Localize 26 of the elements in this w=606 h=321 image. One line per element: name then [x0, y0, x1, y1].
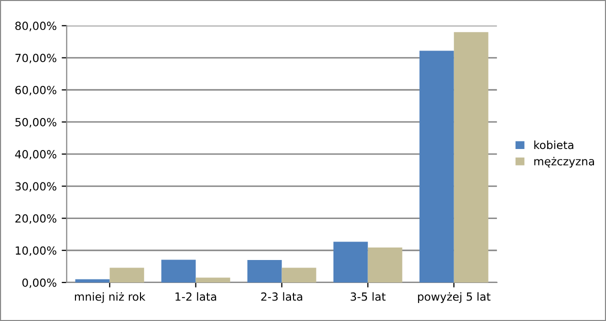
y-tick-label: 80,00%	[15, 22, 56, 32]
bar	[196, 278, 230, 282]
bar	[454, 32, 488, 282]
bar	[75, 279, 110, 282]
bar	[282, 268, 316, 282]
x-tick-label: 2-3 lata	[261, 292, 302, 301]
y-tick-label: 50,00%	[15, 118, 56, 128]
bar	[110, 268, 144, 282]
x-tick-label: 1-2 lata	[176, 292, 216, 301]
y-tick-label: 70,00%	[15, 54, 56, 64]
bar	[247, 260, 282, 282]
y-tick-label: 0,00%	[22, 278, 56, 288]
bar	[368, 247, 402, 282]
y-tick-label: 40,00%	[15, 150, 56, 160]
x-tick-label: 3-5 lat	[350, 292, 386, 301]
bar	[161, 260, 196, 282]
x-tick-label: mniej niż rok	[74, 292, 146, 303]
y-tick-label: 10,00%	[16, 246, 56, 256]
x-tick-label: powyżej 5 lat	[418, 292, 490, 303]
y-tick-label: 60,00%	[15, 86, 56, 96]
y-tick-label: 30,00%	[15, 182, 56, 192]
legend-label: kobieta	[534, 140, 574, 150]
legend-label: mężczyzna	[534, 156, 594, 168]
bar	[333, 242, 368, 282]
y-tick-label: 20,00%	[15, 214, 56, 224]
bar	[419, 50, 454, 282]
